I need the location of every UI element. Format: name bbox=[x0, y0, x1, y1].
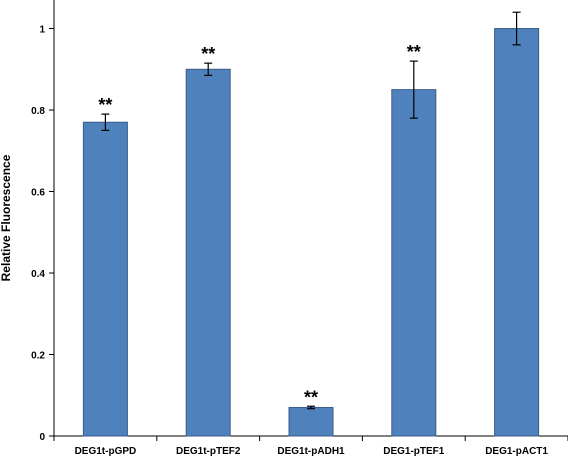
y-tick-label: 0.6 bbox=[31, 188, 45, 199]
axes bbox=[53, 0, 568, 441]
error-bar-DEG1-pTEF1 bbox=[409, 60, 418, 119]
significance-mark: ** bbox=[201, 44, 215, 64]
y-tick-label: 0.2 bbox=[31, 351, 45, 362]
bar-DEG1-pTEF1 bbox=[391, 89, 437, 437]
y-tick-label: 0 bbox=[39, 432, 45, 443]
x-tick-label: DEG1-pACT1 bbox=[485, 446, 548, 457]
error-bar-DEG1-pACT1 bbox=[512, 11, 521, 46]
error-bars bbox=[101, 11, 521, 410]
bar-DEG1t-pADH1 bbox=[288, 406, 334, 437]
y-tick-labels: 0 0.2 0.4 0.6 0.8 1 bbox=[31, 25, 54, 443]
y-tick-label: 0.4 bbox=[31, 269, 45, 280]
x-tick-label: DEG1t-pGPD bbox=[75, 446, 137, 457]
bar-DEG1-pACT1 bbox=[494, 28, 540, 437]
significance-annotations: ** ** ** ** bbox=[98, 42, 420, 407]
error-bar-DEG1t-pGPD bbox=[101, 113, 110, 131]
y-axis-label: Relative Fluorescence bbox=[0, 154, 13, 281]
significance-mark: ** bbox=[407, 42, 421, 62]
significance-mark: ** bbox=[304, 387, 318, 407]
error-bar-DEG1t-pADH1 bbox=[307, 405, 315, 410]
x-tick-label: DEG1t-pTEF2 bbox=[176, 446, 241, 457]
bar-DEG1t-pTEF2 bbox=[185, 68, 231, 437]
y-tick-label: 0.8 bbox=[31, 106, 45, 117]
x-tick-labels: DEG1t-pGPD DEG1t-pTEF2 DEG1t-pADH1 DEG1-pTE… bbox=[75, 446, 549, 457]
error-bar-DEG1t-pTEF2 bbox=[204, 62, 213, 76]
x-tick-label: DEG1t-pADH1 bbox=[277, 446, 345, 457]
bar-DEG1t-pGPD bbox=[82, 121, 128, 437]
bars bbox=[82, 28, 540, 437]
significance-mark: ** bbox=[98, 95, 112, 115]
y-tick-label: 1 bbox=[39, 25, 45, 36]
x-tick-label: DEG1-pTEF1 bbox=[383, 446, 445, 457]
